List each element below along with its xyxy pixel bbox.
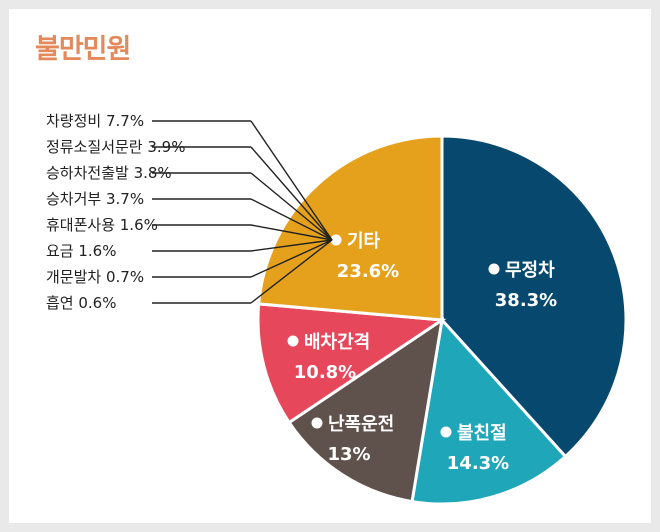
slice-label-group: 난폭운전 13%: [311, 414, 394, 465]
leader-line: [250, 198, 333, 241]
pie-slice: [256, 302, 447, 425]
slice-label-group: 무정차 38.3%: [488, 260, 557, 311]
leader-line: [250, 239, 333, 304]
slice-label-name: 배차간격: [304, 332, 370, 353]
leader-line: [250, 172, 333, 241]
slice-bullet-dot: [287, 335, 299, 347]
slice-label-name: 불친절: [457, 423, 507, 444]
breakdown-label: 승하차전출발 3.8%: [46, 164, 172, 182]
breakdown-label: 흡연 0.6%: [46, 294, 116, 312]
breakdown-label: 차량정비 7.7%: [46, 112, 144, 130]
pie-chart: 무정차 38.3% 불친절 14.3% 난폭운전 13% 배차간격 10.8% 기타 23.6% 차…: [46, 112, 628, 506]
slice-label-group: 불친절 14.3%: [440, 423, 509, 474]
breakdown-label: 개문발차 0.7%: [46, 268, 144, 286]
slice-label-name: 무정차: [505, 260, 555, 281]
slice-bullet-dot: [440, 426, 452, 438]
slice-label-name: 기타: [347, 231, 381, 252]
pie-slice: [410, 316, 568, 506]
slice-label-value: 10.8%: [294, 362, 356, 383]
breakdown-label: 요금 1.6%: [46, 242, 116, 260]
breakdown-label: 정류소질서문란 3.9%: [46, 138, 185, 156]
chart-card: 불만민원 무정차 38.3% 불친절 14.3% 난폭운전 13% 배차간격 10.8% 기타 2…: [9, 9, 651, 523]
pie-slice: [440, 134, 628, 459]
slice-bullet-dot: [488, 263, 500, 275]
slice-label-value: 23.6%: [337, 261, 399, 282]
leader-line: [250, 120, 333, 241]
slice-label-group: 배차간격 10.8%: [287, 332, 370, 383]
slice-label-name: 난폭운전: [328, 414, 394, 435]
slice-label-value: 13%: [327, 444, 370, 465]
leader-line: [250, 146, 333, 241]
slice-bullet-dot: [311, 417, 323, 429]
chart-title: 불만민원: [35, 34, 131, 65]
slice-label-group: 기타 23.6%: [330, 231, 399, 282]
breakdown-label: 승차거부 3.7%: [46, 190, 144, 208]
leader-line: [250, 239, 333, 278]
leader-line: [250, 239, 333, 252]
slice-label-value: 14.3%: [447, 453, 509, 474]
pie-slice: [257, 134, 444, 322]
leader-line: [250, 224, 333, 241]
breakdown-label: 휴대폰사용 1.6%: [46, 216, 158, 234]
slice-bullet-dot: [330, 234, 342, 246]
slice-label-value: 38.3%: [495, 290, 557, 311]
pie-slice: [287, 316, 445, 504]
